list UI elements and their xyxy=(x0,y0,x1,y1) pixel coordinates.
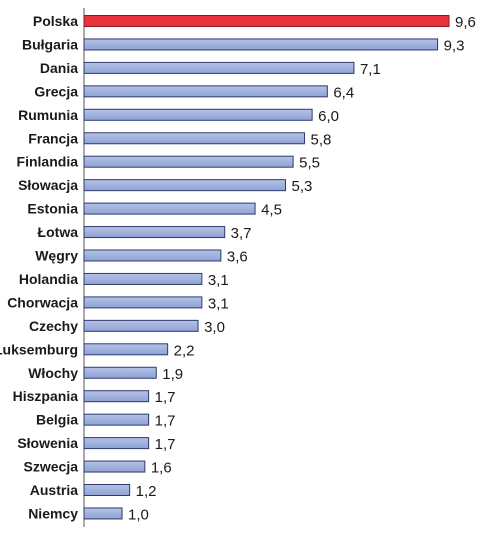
category-label: Szwecja xyxy=(24,459,79,475)
value-label: 1,6 xyxy=(151,460,172,477)
value-label: 1,2 xyxy=(136,483,157,500)
bars-layer: Polska 9,6 Bułgaria 9,3 Dania 7,1 Grecja 6,4 Rum… xyxy=(0,13,476,523)
value-label: 5,5 xyxy=(299,155,320,172)
category-label: Holandia xyxy=(19,271,78,287)
category-label: Austria xyxy=(30,482,78,498)
category-label: Hiszpania xyxy=(13,388,79,404)
bar xyxy=(83,108,313,121)
category-label: Grecja xyxy=(34,83,78,99)
bar xyxy=(83,390,150,403)
bar xyxy=(83,484,131,496)
category-label: Francja xyxy=(28,130,78,146)
category-label: Słowacja xyxy=(18,177,78,193)
bar xyxy=(83,226,226,239)
bar xyxy=(83,249,222,262)
category-label: Włochy xyxy=(28,365,78,381)
value-label: 3,1 xyxy=(208,272,229,289)
category-label: Belgia xyxy=(36,412,78,428)
category-label: Finlandia xyxy=(17,154,79,170)
bar xyxy=(83,366,157,379)
value-label: 6,4 xyxy=(333,84,354,101)
bar xyxy=(83,155,294,168)
value-label: 9,3 xyxy=(444,37,465,54)
category-label: Łotwa xyxy=(38,224,79,240)
value-label: 7,1 xyxy=(360,61,381,78)
bar xyxy=(83,460,146,473)
bar xyxy=(83,413,150,426)
category-label: Dania xyxy=(40,60,78,76)
category-label: Słowenia xyxy=(17,435,78,451)
value-label: 5,8 xyxy=(311,131,332,148)
value-label: 5,3 xyxy=(292,178,313,195)
bar xyxy=(83,272,203,285)
value-label: 6,0 xyxy=(318,108,339,125)
value-label: 3,1 xyxy=(208,295,229,312)
value-label: 1,0 xyxy=(128,506,149,523)
category-label: Chorwacja xyxy=(7,294,78,310)
value-label: 1,7 xyxy=(155,413,176,430)
value-label: 1,9 xyxy=(162,366,183,383)
category-label: Węgry xyxy=(35,248,78,264)
bar xyxy=(83,343,169,356)
value-label: 2,2 xyxy=(174,342,195,359)
bar xyxy=(83,319,199,332)
bar xyxy=(83,202,256,215)
bar xyxy=(83,15,450,27)
category-label: Czechy xyxy=(29,318,78,334)
value-label: 4,5 xyxy=(261,202,282,219)
value-label: 3,7 xyxy=(231,225,252,242)
value-label: 9,6 xyxy=(455,14,476,31)
category-label: Rumunia xyxy=(18,107,78,123)
category-label: Luksemburg xyxy=(0,341,78,357)
bar xyxy=(83,38,439,51)
category-label: Niemcy xyxy=(28,505,78,521)
bar xyxy=(83,296,203,309)
value-label: 1,7 xyxy=(155,389,176,406)
bar xyxy=(83,507,123,520)
value-label: 3,6 xyxy=(227,249,248,266)
category-label: Bułgaria xyxy=(22,36,78,52)
value-label: 1,7 xyxy=(155,436,176,453)
bar xyxy=(83,437,150,450)
bar xyxy=(83,179,287,192)
bar xyxy=(83,132,306,145)
category-label: Polska xyxy=(33,13,78,29)
category-label: Estonia xyxy=(27,201,78,217)
value-label: 3,0 xyxy=(204,319,225,336)
bar xyxy=(83,85,328,98)
bar xyxy=(83,61,355,74)
